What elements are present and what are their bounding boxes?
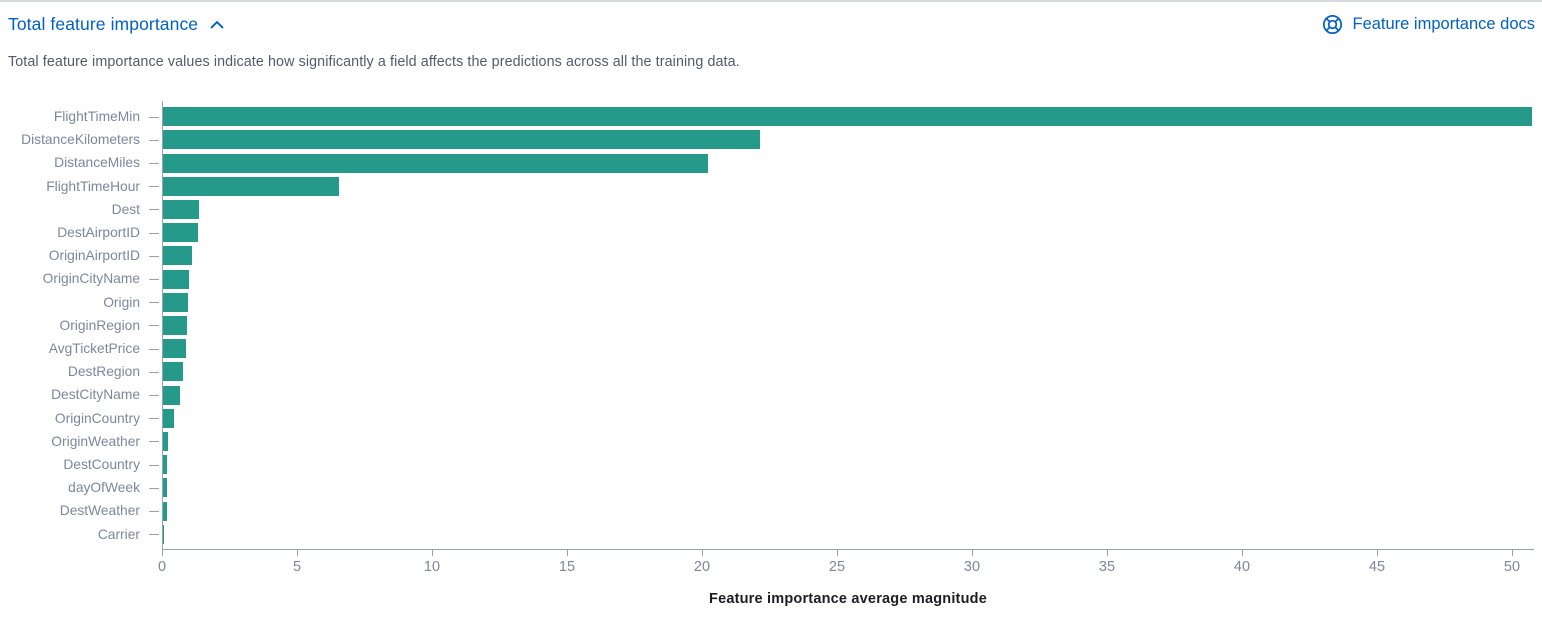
y-axis-tick	[149, 255, 159, 257]
bar-DestWeather[interactable]	[163, 501, 167, 521]
help-lifebuoy-icon	[1322, 14, 1343, 35]
bar-Carrier[interactable]	[163, 524, 165, 544]
x-axis-title: Feature importance average magnitude	[709, 591, 987, 607]
y-axis-tick	[149, 371, 159, 373]
x-tick-label: 5	[292, 559, 302, 575]
docs-link-label: Feature importance docs	[1352, 15, 1535, 33]
y-axis-tick	[149, 487, 159, 489]
x-axis-tick	[432, 550, 433, 556]
total-feature-importance-toggle[interactable]: Total feature importance	[8, 14, 226, 35]
y-axis-label: FlightTimeMin	[53, 109, 140, 124]
y-axis-tick	[149, 534, 159, 536]
bar-AvgTicketPrice[interactable]	[163, 339, 186, 359]
x-axis-tick	[1512, 550, 1513, 556]
x-tick-label: 50	[1503, 559, 1521, 575]
x-tick-label: 40	[1233, 559, 1251, 575]
bar-OriginCityName[interactable]	[163, 269, 189, 289]
x-tick-label: 45	[1368, 559, 1386, 575]
y-axis-tick	[149, 232, 159, 234]
x-axis-tick	[297, 550, 298, 556]
y-axis-label: DistanceKilometers	[21, 132, 140, 148]
y-axis-label: OriginRegion	[59, 317, 140, 333]
y-axis-tick	[149, 209, 159, 211]
y-axis-label: DistanceMiles	[54, 155, 140, 171]
y-axis-label: OriginAirportID	[48, 248, 140, 264]
x-axis-tick	[567, 550, 568, 556]
x-axis-tick	[972, 550, 973, 556]
y-axis-label: dayOfWeek	[68, 480, 140, 496]
bar-Origin[interactable]	[163, 292, 189, 312]
y-axis-tick	[149, 139, 159, 141]
bar-Dest[interactable]	[163, 199, 199, 219]
y-axis-tick	[149, 163, 159, 164]
y-axis-label: DestRegion	[67, 364, 140, 380]
y-axis-label: OriginWeather	[51, 433, 140, 449]
bar-FlightTimeMin[interactable]	[163, 107, 1532, 127]
y-axis-tick	[149, 116, 159, 118]
panel-description: Total feature importance values indicate…	[8, 54, 740, 70]
y-axis-tick	[149, 186, 159, 188]
bar-DistanceMiles[interactable]	[163, 153, 709, 173]
x-tick-label: 35	[1098, 559, 1116, 575]
x-axis-line	[162, 549, 1534, 550]
y-axis-label: Origin	[103, 294, 140, 310]
bar-dayOfWeek[interactable]	[163, 478, 168, 498]
x-axis-tick	[162, 550, 163, 556]
bar-OriginCountry[interactable]	[163, 408, 175, 428]
y-axis-label: OriginCityName	[42, 271, 140, 287]
bar-OriginAirportID[interactable]	[163, 246, 192, 266]
x-tick-label: 10	[423, 559, 441, 575]
x-tick-label: 30	[963, 559, 981, 575]
y-axis-label: DestWeather	[59, 503, 140, 519]
y-axis-tick	[149, 418, 159, 420]
bar-DestRegion[interactable]	[163, 362, 183, 382]
y-axis-tick	[149, 464, 159, 466]
panel-title: Total feature importance	[8, 14, 199, 34]
y-axis-tick	[149, 325, 159, 327]
y-axis-tick	[149, 302, 159, 304]
x-tick-label: 15	[558, 559, 576, 575]
panel-header: Total feature importance Feature importa…	[8, 14, 1535, 35]
x-tick-label: 20	[693, 559, 711, 575]
bar-DestCountry[interactable]	[163, 455, 168, 475]
y-axis-tick	[149, 395, 159, 396]
y-axis-label: AvgTicketPrice	[48, 341, 140, 356]
x-axis-tick	[837, 550, 838, 556]
y-axis-label: DestCountry	[63, 457, 140, 472]
x-axis-tick	[1377, 550, 1378, 556]
bar-FlightTimeHour[interactable]	[163, 176, 339, 196]
bar-DestAirportID[interactable]	[163, 223, 199, 243]
chevron-up-icon	[208, 16, 226, 34]
y-axis-tick	[149, 348, 159, 350]
y-axis-tick	[149, 441, 159, 443]
x-tick-label: 0	[157, 559, 167, 575]
feature-importance-chart: Feature importance average magnitude Fli…	[0, 97, 1542, 618]
y-axis-label: DestAirportID	[57, 225, 140, 240]
y-axis-tick	[149, 511, 159, 512]
y-axis-label: OriginCountry	[54, 410, 140, 426]
y-axis-label: Dest	[111, 201, 140, 217]
y-axis-line	[162, 101, 163, 549]
x-tick-label: 25	[828, 559, 846, 575]
y-axis-label: FlightTimeHour	[46, 178, 140, 194]
bar-OriginRegion[interactable]	[163, 315, 188, 335]
bar-OriginWeather[interactable]	[163, 431, 169, 451]
x-axis-tick	[702, 550, 703, 556]
bar-DestCityName[interactable]	[163, 385, 180, 405]
y-axis-label: DestCityName	[51, 387, 140, 403]
x-axis-tick	[1107, 550, 1108, 556]
y-axis-tick	[149, 279, 159, 280]
feature-importance-docs-link[interactable]: Feature importance docs	[1322, 14, 1535, 35]
x-axis-tick	[1242, 550, 1243, 556]
y-axis-label: Carrier	[97, 526, 140, 542]
bar-DistanceKilometers[interactable]	[163, 130, 760, 150]
